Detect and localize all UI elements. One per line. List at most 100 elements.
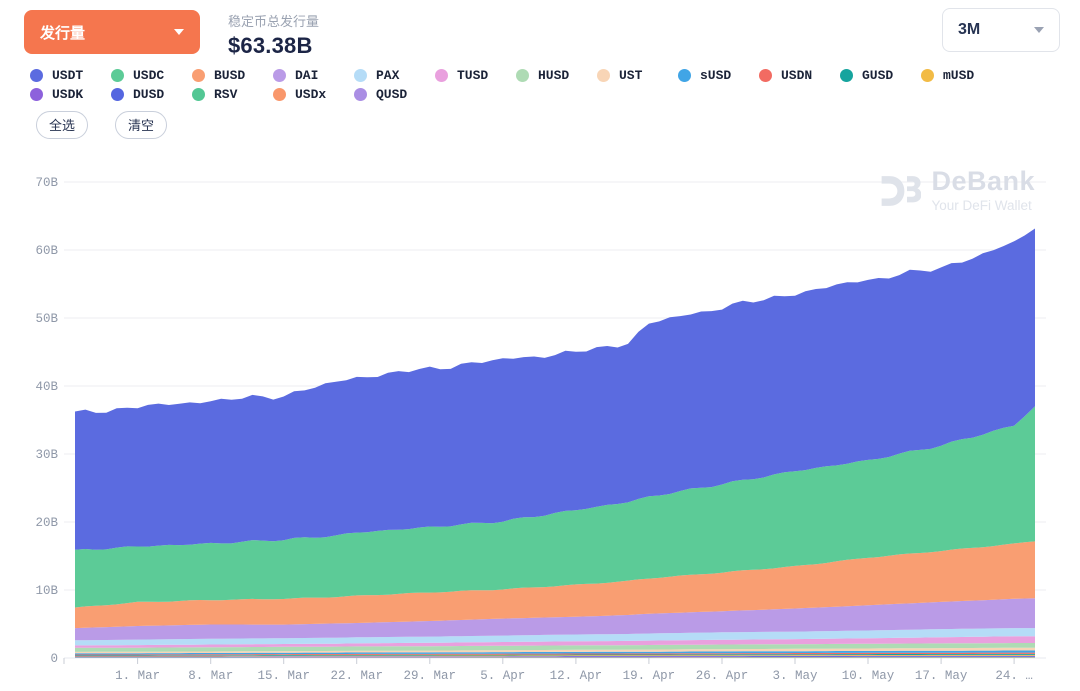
y-axis-label: 60B bbox=[35, 244, 58, 258]
area-DAI[interactable] bbox=[75, 598, 1035, 641]
legend-label: DAI bbox=[295, 68, 319, 83]
legend-label: USDN bbox=[781, 68, 813, 83]
legend-label: USDK bbox=[52, 87, 84, 102]
legend-item-QUSD[interactable]: QUSD bbox=[354, 85, 435, 104]
x-axis-label: 19. Apr bbox=[623, 669, 676, 683]
legend-item-PAX[interactable]: PAX bbox=[354, 66, 435, 85]
area-mUSD[interactable] bbox=[75, 654, 1035, 657]
legend-item-TUSD[interactable]: TUSD bbox=[435, 66, 516, 85]
y-axis-label: 10B bbox=[35, 584, 58, 598]
debank-logo-icon bbox=[882, 175, 922, 206]
area-GUSD[interactable] bbox=[75, 653, 1035, 656]
area-DUSD[interactable] bbox=[75, 656, 1035, 658]
metric-dropdown-button[interactable]: 发行量 bbox=[24, 10, 200, 54]
x-axis-label: 17. May bbox=[915, 669, 968, 683]
legend-dot-USDK bbox=[30, 88, 43, 101]
debank-tagline: Your DeFi Wallet bbox=[931, 198, 1032, 213]
legend-dot-USDN bbox=[759, 69, 772, 82]
debank-watermark: DeBank Your DeFi Wallet bbox=[879, 168, 1035, 213]
area-TUSD[interactable] bbox=[75, 636, 1035, 648]
x-axis-label: 26. Apr bbox=[696, 669, 749, 683]
y-axis-label: 40B bbox=[35, 380, 58, 394]
legend-label: USDC bbox=[133, 68, 165, 83]
area-USDT[interactable] bbox=[75, 228, 1035, 550]
legend-label: GUSD bbox=[862, 68, 894, 83]
area-PAX[interactable] bbox=[75, 628, 1035, 646]
legend-label: UST bbox=[619, 68, 643, 83]
area-USDK[interactable] bbox=[75, 655, 1035, 657]
legend-item-mUSD[interactable]: mUSD bbox=[921, 66, 1002, 85]
legend-dot-DUSD bbox=[111, 88, 124, 101]
legend-label: BUSD bbox=[214, 68, 246, 83]
legend-label: mUSD bbox=[943, 68, 975, 83]
series-legend: USDT USDC BUSD DAI PAX TUSD HUSD UST sUSD USDN GUS… bbox=[30, 66, 1020, 104]
time-range-value: 3M bbox=[958, 21, 981, 38]
legend-item-UST[interactable]: UST bbox=[597, 66, 678, 85]
legend-item-DUSD[interactable]: DUSD bbox=[111, 85, 192, 104]
legend-dot-UST bbox=[597, 69, 610, 82]
area-UST[interactable] bbox=[75, 647, 1035, 654]
chart-title-label: 稳定币总发行量 bbox=[228, 14, 320, 29]
legend-item-USDx[interactable]: USDx bbox=[273, 85, 354, 104]
legend-label: RSV bbox=[214, 87, 238, 102]
chevron-down-icon bbox=[1034, 27, 1044, 33]
legend-actions: 全选 清空 bbox=[36, 111, 168, 139]
clear-button[interactable]: 清空 bbox=[115, 111, 168, 139]
debank-name: DeBank bbox=[931, 166, 1035, 196]
x-axis-label: 8. Mar bbox=[188, 669, 233, 683]
chevron-down-icon bbox=[174, 29, 184, 35]
legend-item-USDC[interactable]: USDC bbox=[111, 66, 192, 85]
area-HUSD[interactable] bbox=[75, 643, 1035, 652]
chart-total-value: $63.38B bbox=[228, 33, 313, 58]
legend-dot-USDC bbox=[111, 69, 124, 82]
area-USDN[interactable] bbox=[75, 652, 1035, 656]
x-axis-label: 24. … bbox=[995, 669, 1033, 683]
y-axis-label: 0 bbox=[50, 652, 58, 666]
legend-item-USDK[interactable]: USDK bbox=[30, 85, 111, 104]
select-all-button[interactable]: 全选 bbox=[36, 111, 89, 139]
legend-label: TUSD bbox=[457, 68, 489, 83]
legend-dot-BUSD bbox=[192, 69, 205, 82]
legend-dot-USDx bbox=[273, 88, 286, 101]
metric-dropdown-label: 发行量 bbox=[40, 24, 86, 42]
legend-label: QUSD bbox=[376, 87, 408, 102]
legend-item-DAI[interactable]: DAI bbox=[273, 66, 354, 85]
y-axis-label: 30B bbox=[35, 448, 58, 462]
area-BUSD[interactable] bbox=[75, 541, 1035, 629]
x-axis-label: 1. Mar bbox=[115, 669, 160, 683]
legend-dot-DAI bbox=[273, 69, 286, 82]
chart-title-block: 稳定币总发行量 $63.38B bbox=[228, 11, 319, 59]
legend-item-HUSD[interactable]: HUSD bbox=[516, 66, 597, 85]
area-RSV[interactable] bbox=[75, 657, 1035, 658]
area-USDC[interactable] bbox=[75, 406, 1035, 608]
x-axis-label: 29. Mar bbox=[404, 669, 457, 683]
x-axis-label: 15. Mar bbox=[257, 669, 310, 683]
legend-item-RSV[interactable]: RSV bbox=[192, 85, 273, 104]
legend-label: USDx bbox=[295, 87, 327, 102]
x-axis-label: 3. May bbox=[772, 669, 818, 683]
legend-item-sUSD[interactable]: sUSD bbox=[678, 66, 759, 85]
legend-dot-PAX bbox=[354, 69, 367, 82]
legend-item-BUSD[interactable]: BUSD bbox=[192, 66, 273, 85]
x-axis-label: 5. Apr bbox=[480, 669, 525, 683]
legend-item-USDN[interactable]: USDN bbox=[759, 66, 840, 85]
legend-dot-GUSD bbox=[840, 69, 853, 82]
legend-label: DUSD bbox=[133, 87, 165, 102]
x-axis-label: 10. May bbox=[842, 669, 895, 683]
y-axis-label: 20B bbox=[35, 516, 58, 530]
x-axis-label: 12. Apr bbox=[550, 669, 603, 683]
legend-item-USDT[interactable]: USDT bbox=[30, 66, 111, 85]
legend-dot-sUSD bbox=[678, 69, 691, 82]
time-range-select[interactable]: 3M bbox=[942, 8, 1060, 52]
debank-watermark-text: DeBank Your DeFi Wallet bbox=[931, 166, 1035, 214]
legend-dot-TUSD bbox=[435, 69, 448, 82]
legend-label: USDT bbox=[52, 68, 84, 83]
y-axis-label: 50B bbox=[35, 312, 58, 326]
area-sUSD[interactable] bbox=[75, 650, 1035, 655]
legend-item-GUSD[interactable]: GUSD bbox=[840, 66, 921, 85]
legend-dot-RSV bbox=[192, 88, 205, 101]
x-axis-label: 22. Mar bbox=[330, 669, 383, 683]
legend-dot-HUSD bbox=[516, 69, 529, 82]
y-axis-label: 70B bbox=[35, 176, 58, 190]
